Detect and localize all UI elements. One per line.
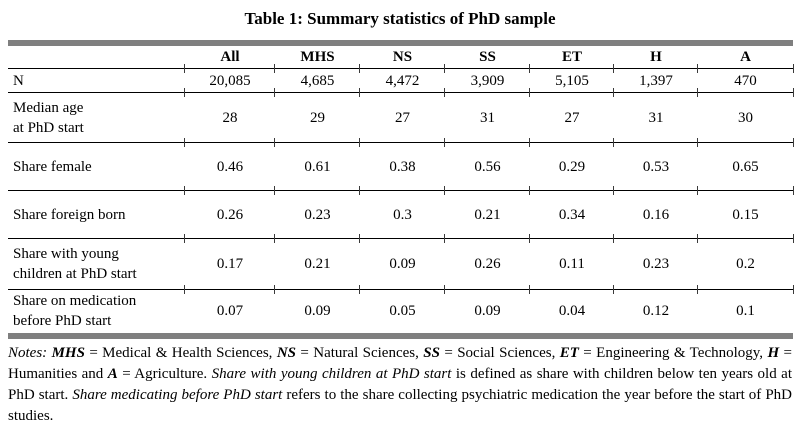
row-label: Share female (8, 142, 185, 191)
cell-value: 0.3 (359, 186, 445, 239)
notes-segment: A (107, 365, 118, 382)
row-label-line: Share with young (13, 246, 119, 262)
row-label: Share with young children at PhD start (8, 238, 185, 290)
column-header: ET (561, 49, 582, 65)
notes-segment: Share medicating before PhD start (72, 386, 283, 403)
cell-value: 0.23 (613, 234, 698, 290)
table-notes: Notes: MHS = Medical & Health Sciences, … (8, 343, 792, 427)
column-header: MHS (300, 49, 335, 65)
notes-segment: = Natural Sciences, (296, 344, 424, 361)
cell-value: 0.46 (184, 138, 275, 191)
notes-segment: = Agriculture. (117, 365, 212, 382)
cell-value: 20,085 (184, 64, 275, 93)
cell-value: 0.53 (613, 138, 698, 191)
cell-value: 0.23 (274, 186, 360, 239)
cell-value: 31 (613, 88, 698, 143)
cell-value: 0.11 (529, 234, 614, 290)
row-label-line: Share female (13, 158, 92, 175)
cell-value: 0.29 (529, 138, 614, 191)
cell-value: 3,909 (444, 64, 530, 93)
header-row: All MHS NS SS ET H A (8, 43, 793, 69)
cell-value: 5,105 (529, 64, 614, 93)
cell-value: 0.38 (359, 138, 445, 191)
cell-value: 0.12 (613, 285, 698, 336)
row-label: Share foreign born (8, 190, 185, 239)
summary-table: All MHS NS SS ET H A N 20,085 4,685 4,472 3,909 5,1… (8, 40, 794, 339)
notes-segment: SS (423, 344, 440, 361)
notes-segment: Notes: (8, 344, 52, 361)
cell-value: 27 (529, 88, 614, 143)
cell-value: 470 (697, 64, 794, 93)
cell-value: 1,397 (613, 64, 698, 93)
notes-segment: = Humanities and (8, 344, 792, 382)
cell-value: 0.65 (697, 138, 794, 191)
cell-value: 0.05 (359, 285, 445, 336)
row-label-line: N (13, 72, 24, 89)
notes-segment: H (767, 344, 780, 361)
row-label-line: Share on medication (13, 293, 137, 310)
cell-value: 4,685 (274, 64, 360, 93)
notes-segment: NS (276, 344, 296, 361)
notes-segment: = Medical & Health Sciences, (84, 344, 277, 361)
cell-value: 4,472 (359, 64, 445, 93)
notes-segment: ET (559, 344, 579, 361)
cell-value: 0.07 (184, 285, 275, 336)
cell-value: 0.16 (613, 186, 698, 239)
table-row: Share with young children at PhD start 0.1… (8, 234, 794, 290)
row-label-line: children at PhD start (13, 266, 137, 282)
cell-value: 0.21 (274, 234, 360, 290)
notes-segment: Share with young children at PhD start (211, 365, 452, 382)
column-header: SS (479, 49, 496, 65)
table-row: Share foreign born 0.26 0.23 0.3 0.21 0.34 0.1… (8, 186, 794, 239)
cell-value: 0.09 (359, 234, 445, 290)
table-row: Share female 0.46 0.61 0.38 0.56 0.29 0.53 0.65 (8, 138, 794, 191)
cell-value: 0.61 (274, 138, 360, 191)
row-label-line: Median age (13, 99, 84, 116)
table-body: N 20,085 4,685 4,472 3,909 5,105 1,397 470 Media… (8, 64, 794, 336)
notes-segment: = Social Sciences, (439, 344, 560, 361)
cell-value: 28 (184, 88, 275, 143)
cell-value: 0.26 (444, 234, 530, 290)
table-row: N 20,085 4,685 4,472 3,909 5,105 1,397 470 (8, 64, 794, 93)
page: Table 1: Summary statistics of PhD sampl… (8, 9, 794, 427)
cell-value: 0.34 (529, 186, 614, 239)
notes-segment: refers to the share collecting psychiatr… (8, 386, 793, 424)
table-row: Share on medication before PhD start 0.07 0… (8, 285, 794, 336)
column-header: A (740, 49, 751, 65)
cell-value: 0.21 (444, 186, 530, 239)
row-label-line: at PhD start (13, 119, 84, 136)
cell-value: 0.1 (697, 285, 794, 336)
table-row: Median age at PhD start 28 29 27 31 27 31 30 (8, 88, 794, 143)
cell-value: 29 (274, 88, 360, 143)
column-header: All (220, 49, 240, 65)
cell-value: 30 (697, 88, 794, 143)
cell-value: 0.17 (184, 234, 275, 290)
row-label-line: before PhD start (13, 313, 112, 330)
notes-segment: is defined as share with children below … (8, 365, 792, 403)
cell-value: 0.56 (444, 138, 530, 191)
cell-value: 0.04 (529, 285, 614, 336)
header-cell-empty (8, 43, 185, 69)
cell-value: 0.15 (697, 186, 794, 239)
row-label-line: Share foreign born (13, 206, 126, 223)
row-label: Median age at PhD start (8, 92, 185, 143)
cell-value: 27 (359, 88, 445, 143)
table-title: Table 1: Summary statistics of PhD sampl… (244, 9, 556, 28)
cell-value: 0.2 (697, 234, 794, 290)
column-header: NS (392, 49, 413, 65)
column-header: H (650, 49, 662, 65)
cell-value: 0.09 (444, 285, 530, 336)
cell-value: 0.26 (184, 186, 275, 239)
row-label: Share on medication before PhD start (8, 289, 185, 336)
cell-value: 31 (444, 88, 530, 143)
notes-segment: MHS (51, 344, 85, 361)
cell-value: 0.09 (274, 285, 360, 336)
notes-segment: = Engineering & Technology, (578, 344, 768, 361)
row-label: N (8, 68, 185, 93)
